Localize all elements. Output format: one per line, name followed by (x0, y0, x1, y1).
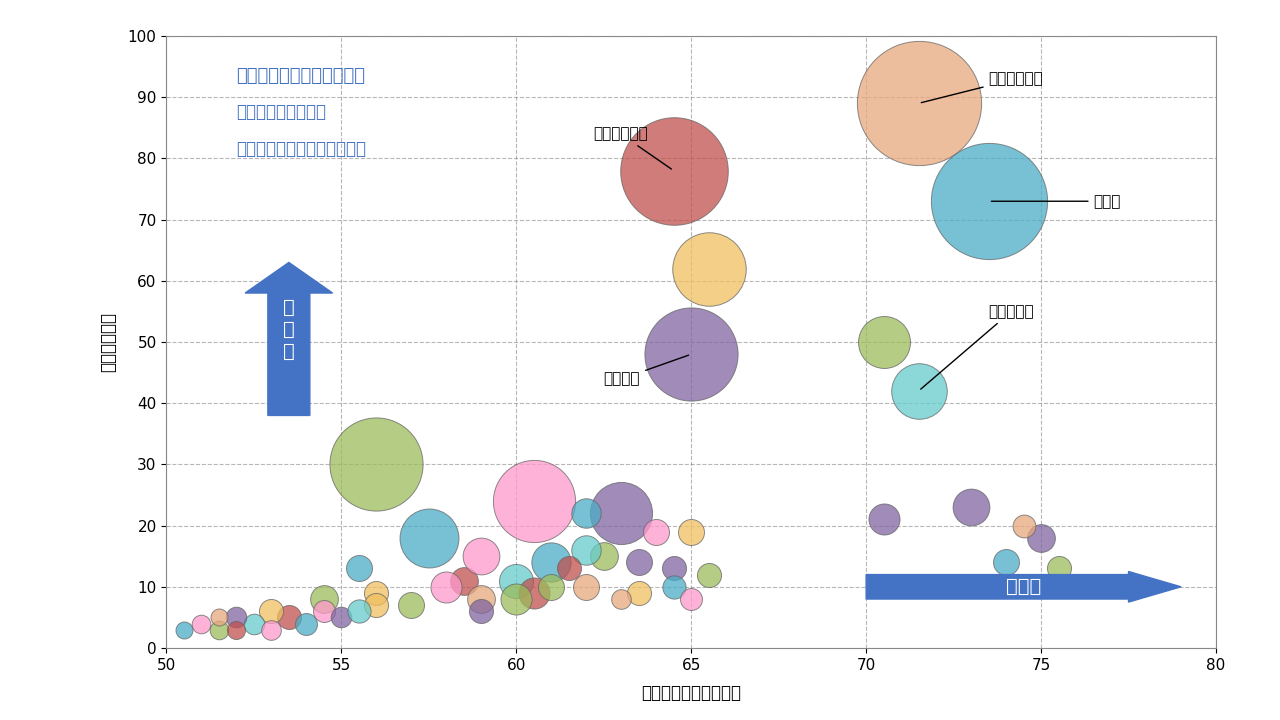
Point (909, 97, 929, 109)
FancyArrow shape (246, 262, 333, 415)
Point (663, 563, 684, 575)
Point (453, 575, 474, 586)
Point (699, 569, 719, 580)
Point (348, 563, 369, 575)
Point (576, 544, 596, 556)
Text: 個別力: 個別力 (1006, 577, 1041, 596)
Point (909, 385, 929, 397)
Point (506, 575, 526, 586)
Point (174, 624, 195, 636)
Text: 三菱パワー: 三菱パワー (920, 304, 1034, 389)
Point (348, 606, 369, 617)
Point (611, 593, 631, 605)
Point (576, 581, 596, 593)
Point (541, 581, 562, 593)
Point (314, 606, 334, 617)
FancyArrow shape (867, 572, 1181, 602)
Point (314, 593, 334, 605)
Point (646, 526, 667, 537)
Point (961, 501, 982, 513)
Point (699, 263, 719, 274)
Point (401, 599, 421, 611)
Point (681, 526, 701, 537)
Y-axis label: 権利者スコア: 権利者スコア (99, 312, 116, 372)
Text: トヨタ自動車: トヨタ自動車 (922, 71, 1043, 103)
Point (996, 557, 1016, 568)
Text: 豊田自動織機: 豊田自動織機 (593, 127, 672, 169)
Point (471, 606, 492, 617)
X-axis label: パテントスコア最高値: パテントスコア最高値 (641, 684, 741, 702)
Point (261, 606, 282, 617)
Text: 縦軸：権利者スコア: 縦軸：権利者スコア (237, 103, 326, 121)
Point (366, 459, 387, 470)
Point (209, 612, 229, 624)
Point (332, 612, 352, 624)
Point (524, 588, 544, 599)
Point (471, 550, 492, 562)
Point (279, 612, 300, 624)
Point (243, 618, 264, 629)
Text: ＩＨＩ: ＩＨＩ (992, 194, 1121, 209)
Point (663, 165, 684, 176)
Point (191, 618, 211, 629)
Point (873, 336, 893, 348)
Point (576, 508, 596, 519)
Point (978, 195, 998, 207)
Point (366, 588, 387, 599)
Point (1048, 563, 1069, 575)
Text: 横軸：パテントスコア最高値: 横軸：パテントスコア最高値 (237, 140, 366, 158)
Point (296, 618, 316, 629)
Point (209, 624, 229, 636)
Text: 円の大きさ：有効特許件数: 円の大きさ：有効特許件数 (237, 67, 365, 85)
Point (261, 624, 282, 636)
Point (1014, 520, 1034, 531)
Point (594, 550, 614, 562)
Point (611, 508, 631, 519)
Point (663, 581, 684, 593)
Point (436, 581, 457, 593)
Text: 中国電力: 中国電力 (604, 355, 689, 386)
Text: 総
合
力: 総 合 力 (283, 298, 294, 361)
Point (366, 599, 387, 611)
Point (628, 588, 649, 599)
Point (681, 593, 701, 605)
Point (524, 495, 544, 507)
Point (558, 563, 579, 575)
Point (419, 532, 439, 544)
Point (506, 593, 526, 605)
Point (1030, 532, 1051, 544)
Point (471, 593, 492, 605)
Point (681, 348, 701, 360)
Point (873, 514, 893, 526)
Point (227, 612, 247, 624)
Point (227, 624, 247, 636)
Point (628, 557, 649, 568)
Point (541, 557, 562, 568)
